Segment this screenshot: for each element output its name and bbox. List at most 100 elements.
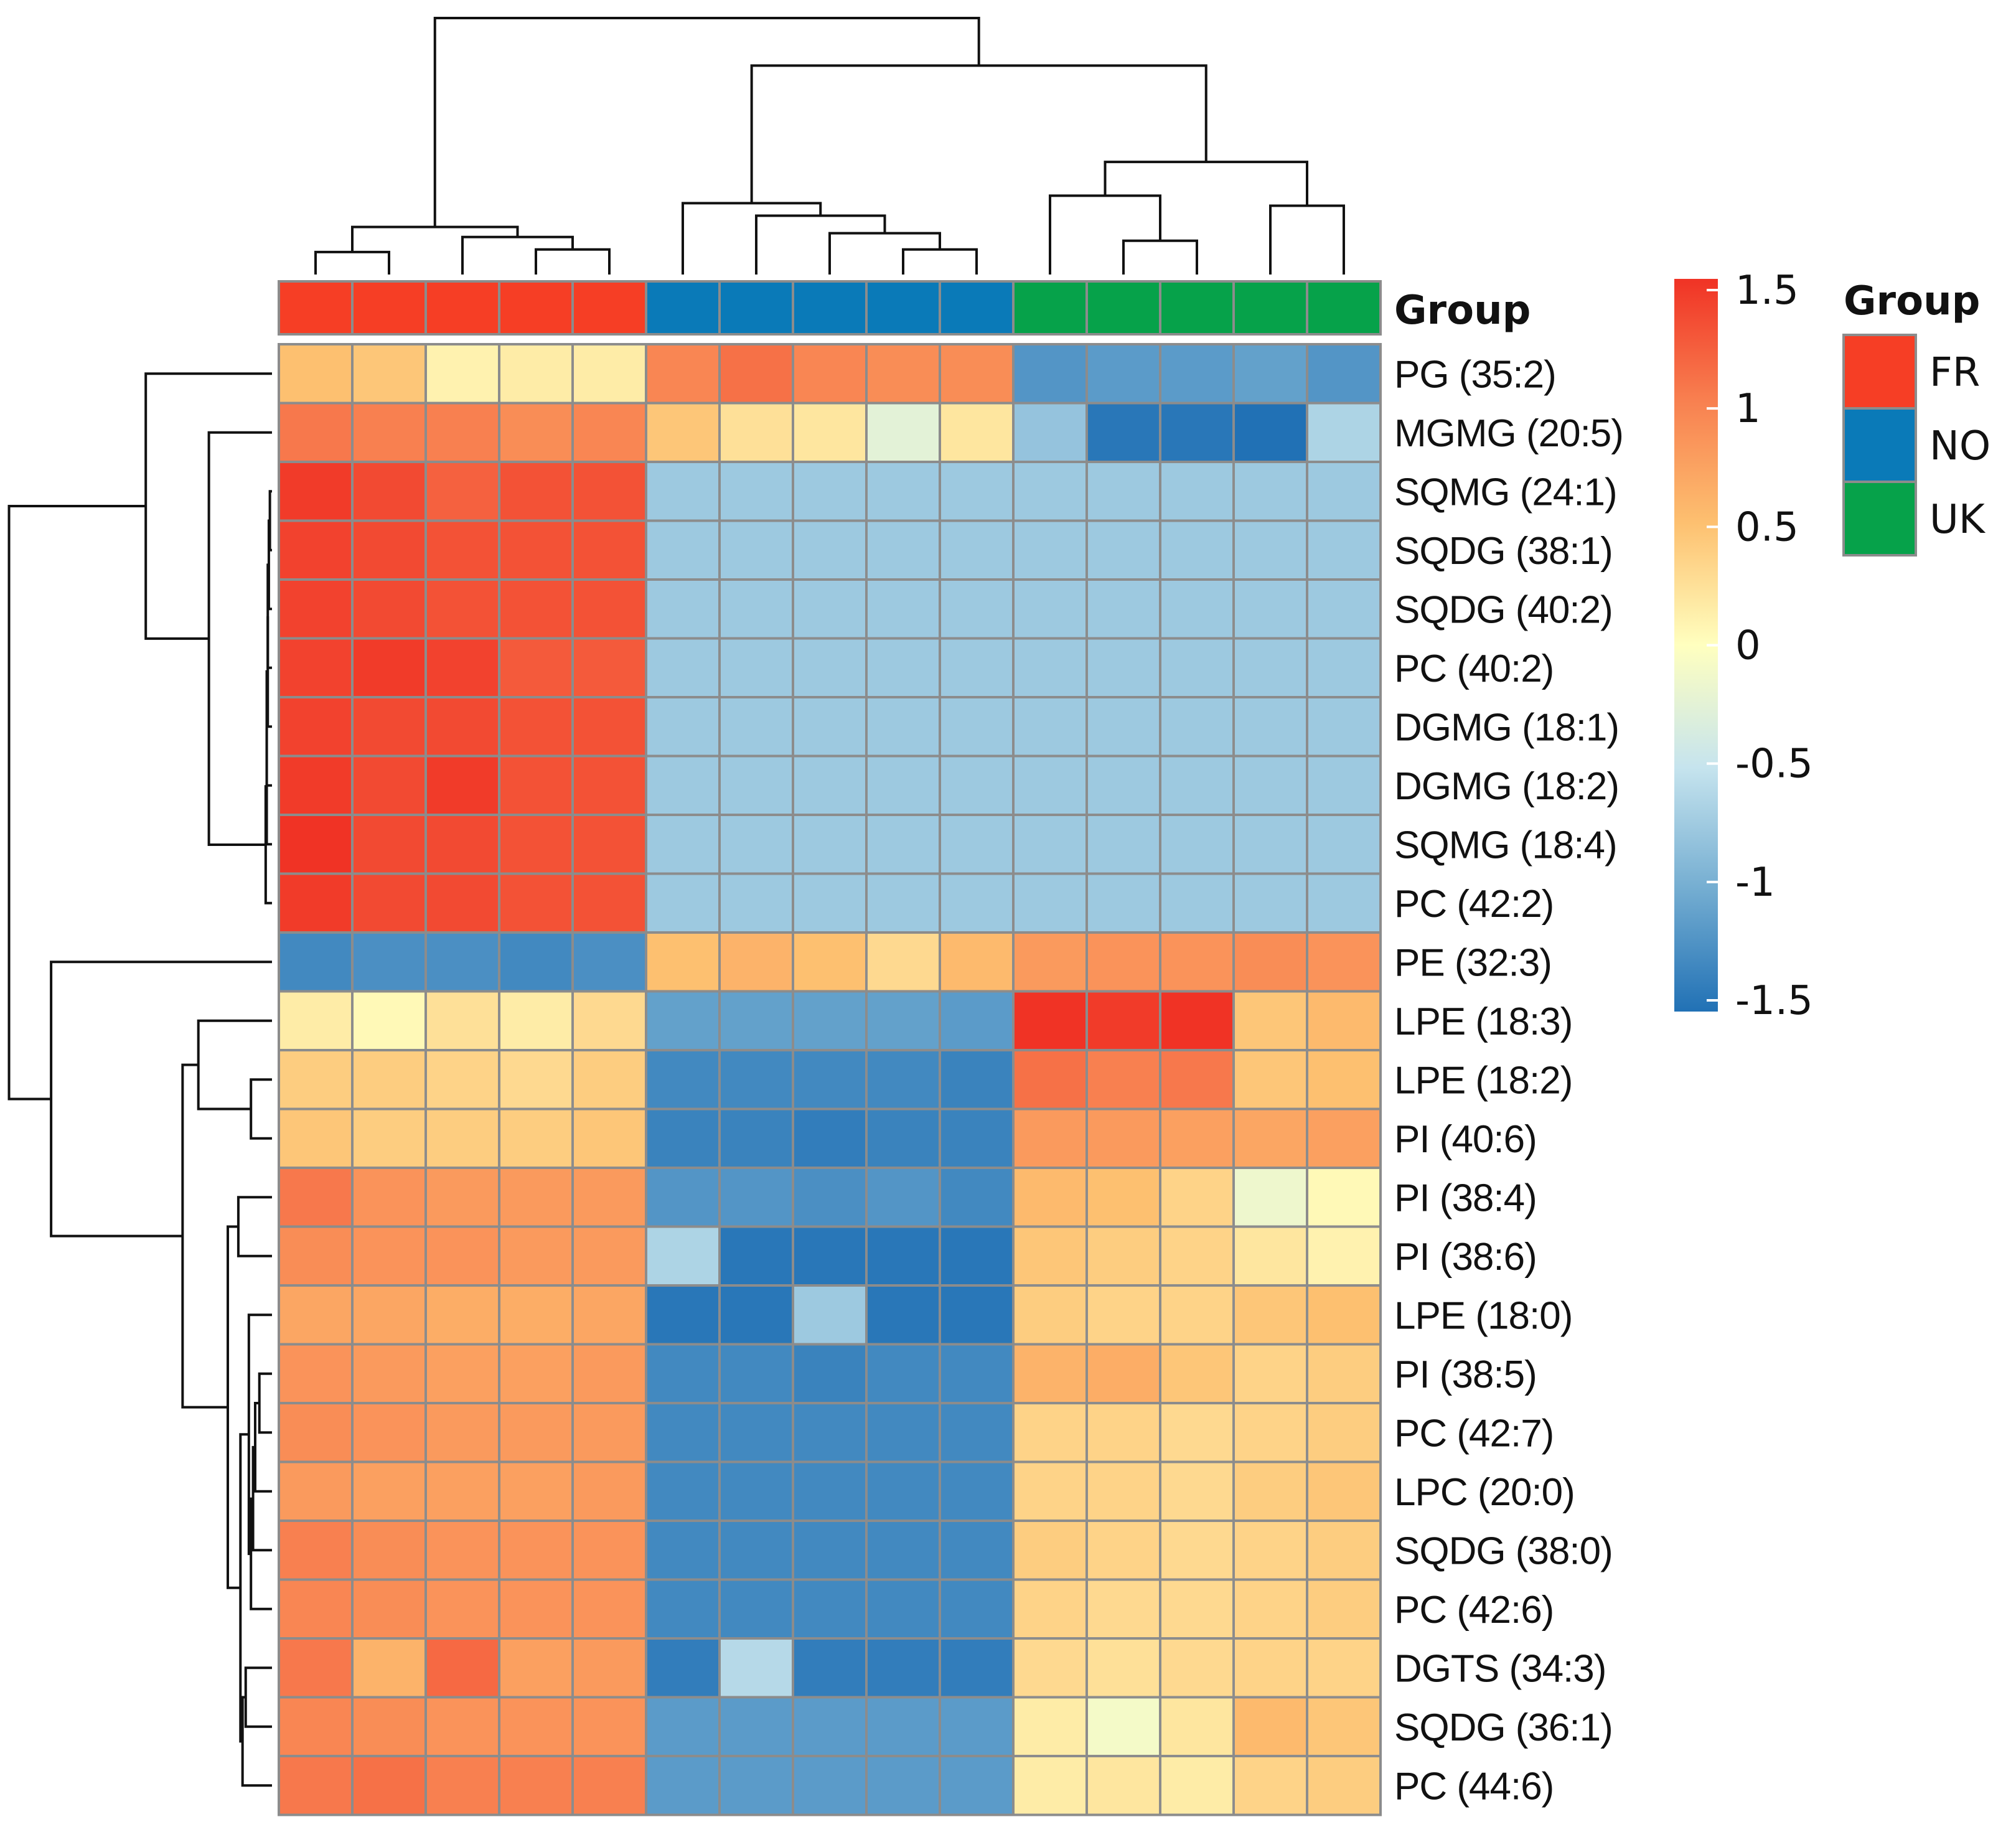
heatmap-cell (498, 1225, 574, 1287)
heatmap-cell (424, 872, 500, 934)
heatmap-cell (278, 1167, 354, 1228)
heatmap-cell (1012, 1107, 1088, 1169)
heatmap-cell (645, 1696, 721, 1757)
heatmap-cell (1159, 814, 1235, 875)
heatmap-cell (645, 637, 721, 698)
heatmap-cell (351, 1049, 427, 1111)
heatmap-cell (571, 519, 647, 581)
heatmap-cell (1085, 1460, 1161, 1522)
heatmap-cell (792, 1284, 868, 1346)
color-scale-tick-label: 1 (1735, 386, 1761, 432)
heatmap-cell (278, 696, 354, 758)
group-annotation-cell (351, 280, 427, 336)
heatmap-cell (1232, 461, 1308, 522)
heatmap-cell (1012, 872, 1088, 934)
heatmap-cell (1012, 1402, 1088, 1463)
heatmap-cell (939, 519, 1015, 581)
heatmap-cell (865, 1402, 941, 1463)
heatmap-cell (792, 461, 868, 522)
heatmap-cell (1232, 1049, 1308, 1111)
group-annotation-title: Group (1394, 288, 1531, 334)
heatmap-cell (351, 1225, 427, 1287)
heatmap-cell (351, 931, 427, 993)
heatmap-cell (645, 519, 721, 581)
heatmap-cell (278, 1284, 354, 1346)
heatmap-cell (498, 402, 574, 463)
heatmap-cell (571, 1578, 647, 1640)
heatmap-cell (718, 931, 794, 993)
heatmap-cell (792, 343, 868, 405)
heatmap-cell (498, 931, 574, 993)
heatmap-cell (645, 1520, 721, 1581)
heatmap-cell (1012, 1167, 1088, 1228)
group-annotation-cell (1232, 280, 1308, 336)
dendrogram-branch (7, 505, 146, 1101)
group-legend-label: NO (1929, 423, 1990, 469)
heatmap-cell (351, 1460, 427, 1522)
heatmap-cell (1159, 1578, 1235, 1640)
heatmap-cell (1232, 931, 1308, 993)
heatmap-cell (645, 814, 721, 875)
row-labels: PG (35:2) MGMG (20:5) SQMG (24:1) SQDG (38:… (1394, 353, 1624, 1808)
heatmap-cell (865, 754, 941, 816)
heatmap-cell (718, 1520, 794, 1581)
heatmap-cell (1085, 402, 1161, 463)
heatmap-cell (865, 578, 941, 640)
group-annotation-cell (1012, 280, 1088, 336)
group-legend-label: UK (1929, 497, 1986, 543)
heatmap-cell (1306, 461, 1382, 522)
heatmap-cell (1306, 1049, 1382, 1111)
heatmap-cell (645, 343, 721, 405)
group-legend-label: FR (1929, 350, 1980, 396)
heatmap-cell (865, 1107, 941, 1169)
heatmap-cell (1306, 1755, 1382, 1816)
heatmap-cell (1012, 1284, 1088, 1346)
group-annotation-cell (1159, 280, 1235, 336)
heatmap-cell (1085, 578, 1161, 640)
heatmap-cell (351, 343, 427, 405)
heatmap-cell (718, 578, 794, 640)
color-scale-tick-label: 0.5 (1735, 504, 1799, 550)
row-label: PC (42:7) (1394, 1412, 1554, 1455)
heatmap-cell (939, 754, 1015, 816)
heatmap-cell (1306, 1225, 1382, 1287)
heatmap-cell (792, 990, 868, 1051)
heatmap-cell (939, 1049, 1015, 1111)
heatmap-cell (1306, 1343, 1382, 1404)
heatmap-cell (1232, 402, 1308, 463)
heatmap-cell (792, 872, 868, 934)
heatmap-cell (718, 1578, 794, 1640)
heatmap-cell (939, 637, 1015, 698)
group-legend-title: Group (1844, 278, 1980, 324)
heatmap-cell (1232, 1402, 1308, 1463)
heatmap-cell (792, 1343, 868, 1404)
heatmap-cell (1159, 696, 1235, 758)
heatmap-cell (1159, 931, 1235, 993)
heatmap-cell (1306, 519, 1382, 581)
heatmap-cell (718, 754, 794, 816)
heatmap-cell (424, 637, 500, 698)
heatmap-cell (1085, 461, 1161, 522)
heatmap-cell (424, 1107, 500, 1169)
heatmap-cell (351, 1637, 427, 1699)
heatmap-cell (1012, 696, 1088, 758)
heatmap-cell (718, 1107, 794, 1169)
heatmap-cell (424, 814, 500, 875)
heatmap-cell (718, 990, 794, 1051)
heatmap-cell (498, 990, 574, 1051)
group-annotation-cell (1306, 280, 1382, 336)
heatmap-cell (865, 990, 941, 1051)
heatmap-cell (865, 1049, 941, 1111)
heatmap-cell (571, 754, 647, 816)
heatmap-cell (939, 1696, 1015, 1757)
color-scale-tick-label: -0.5 (1735, 741, 1813, 787)
heatmap-cell (571, 990, 647, 1051)
heatmap-cell (792, 1637, 868, 1699)
heatmap-cell (718, 696, 794, 758)
heatmap-cell (792, 931, 868, 993)
heatmap-cell (645, 1107, 721, 1169)
heatmap-cell (278, 461, 354, 522)
heatmap-cell (1306, 696, 1382, 758)
heatmap-cell (424, 1167, 500, 1228)
heatmap-cell (1306, 1284, 1382, 1346)
